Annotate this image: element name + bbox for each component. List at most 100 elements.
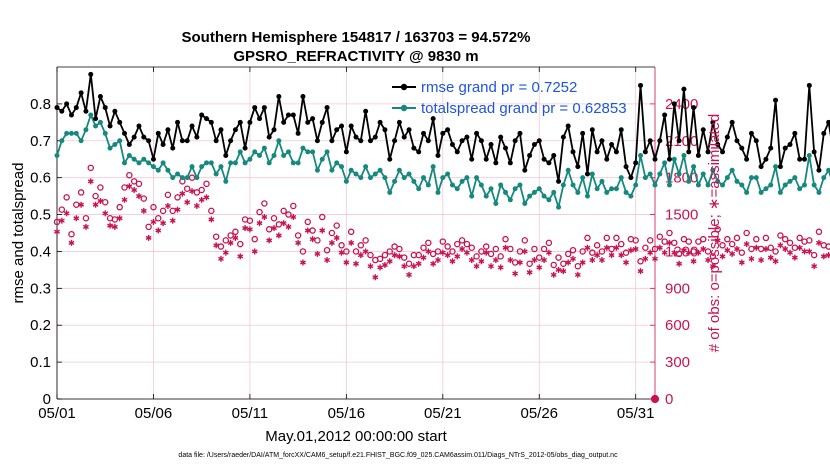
spread-point	[324, 149, 330, 155]
obs-assimilated-point	[743, 241, 750, 248]
spread-point	[421, 175, 427, 181]
obs-assimilated-point	[656, 244, 663, 251]
spread-point	[141, 156, 147, 162]
obs-possible-point	[237, 240, 244, 248]
obs-assimilated-point	[816, 239, 822, 246]
rmse-point	[396, 119, 402, 125]
spread-point	[445, 171, 451, 177]
obs-possible-point	[454, 240, 461, 248]
rmse-point	[676, 138, 682, 144]
obs-assimilated-point	[218, 255, 224, 262]
spread-point	[199, 164, 205, 170]
obs-assimilated-point	[396, 253, 403, 260]
obs-assimilated-point	[748, 255, 755, 262]
rmse-point	[797, 156, 803, 162]
y-tick-label-right: 900	[665, 280, 690, 297]
rmse-point	[343, 149, 349, 155]
rmse-point	[565, 123, 571, 129]
obs-possible-point	[309, 227, 316, 234]
obs-possible-point	[598, 248, 606, 255]
obs-assimilated-point	[280, 220, 287, 227]
spread-point	[401, 175, 407, 181]
x-tick-label: 05/01	[38, 405, 76, 422]
rmse-point	[531, 141, 537, 147]
obs-possible-point	[73, 201, 80, 208]
obs-assimilated-point	[203, 194, 210, 201]
spread-point	[454, 186, 460, 192]
obs-assimilated-point	[198, 196, 205, 203]
obs-possible-point	[709, 253, 717, 260]
obs-possible-point	[646, 237, 654, 244]
obs-assimilated-point	[285, 223, 292, 230]
obs-possible-point	[140, 195, 148, 202]
spread-point	[73, 130, 79, 136]
spread-point	[382, 175, 388, 181]
obs-assimilated-point	[63, 210, 70, 217]
rmse-point	[695, 153, 701, 159]
rmse-point	[141, 134, 147, 140]
rmse-point	[449, 141, 455, 147]
obs-possible-point	[786, 239, 794, 247]
spread-point	[334, 160, 340, 166]
obs-possible-point	[420, 244, 427, 252]
obs-assimilated-point	[136, 193, 142, 200]
obs-assimilated-point	[671, 249, 678, 256]
spread-point	[416, 186, 422, 192]
obs-assimilated-point	[193, 202, 200, 209]
rmse-point	[792, 130, 798, 136]
obs-possible-point	[753, 235, 760, 243]
obs-assimilated-point	[189, 188, 195, 195]
obs-assimilated-point	[560, 268, 567, 275]
obs-assimilated-point	[536, 264, 543, 271]
rmse-point	[314, 138, 320, 144]
obs-possible-point	[381, 251, 389, 259]
obs-assimilated-point	[478, 258, 485, 265]
spread-point	[440, 175, 446, 181]
obs-possible-point	[97, 184, 104, 191]
spread-point	[609, 186, 615, 192]
spread-point	[522, 200, 528, 206]
rmse-point	[768, 145, 774, 151]
rmse-point	[652, 156, 658, 162]
rmse-point	[150, 156, 156, 162]
rmse-point	[146, 138, 152, 144]
rmse-point	[560, 134, 566, 140]
obs-possible-point	[564, 250, 572, 258]
rmse-point	[739, 145, 745, 151]
spread-point	[671, 156, 677, 162]
rmse-point	[522, 167, 528, 173]
obs-assimilated-point	[806, 248, 813, 255]
rmse-point	[609, 141, 615, 147]
obs-possible-point	[290, 202, 297, 210]
rmse-point	[556, 178, 562, 184]
obs-assimilated-point	[251, 248, 258, 255]
spread-point	[464, 175, 470, 181]
y-axis-label-left: rmse and totalspread	[10, 163, 27, 304]
obs-assimilated-point	[415, 260, 422, 267]
obs-possible-point	[415, 251, 422, 259]
obs-assimilated-point	[184, 199, 191, 206]
obs-assimilated-point	[309, 236, 316, 243]
obs-possible-point	[145, 223, 152, 231]
rmse-point	[710, 119, 716, 125]
obs-possible-point	[757, 245, 765, 253]
rmse-point	[493, 160, 499, 166]
obs-possible-point	[584, 234, 591, 242]
obs-assimilated-point	[401, 263, 408, 270]
rmse-point	[638, 82, 644, 88]
obs-possible-point	[738, 249, 746, 256]
spread-point	[285, 149, 291, 155]
spread-point	[107, 145, 113, 151]
rmse-point	[570, 149, 576, 155]
legend-label-spread: totalspread grand pr = 0.62853	[421, 100, 627, 117]
obs-assimilated-point	[328, 239, 335, 246]
obs-possible-point	[386, 248, 394, 255]
obs-possible-point	[748, 245, 755, 253]
obs-assimilated-point	[608, 252, 615, 259]
obs-possible-point	[482, 243, 490, 250]
obs-assimilated-point	[700, 245, 707, 252]
obs-assimilated-point	[492, 257, 499, 264]
obs-assimilated-point	[584, 244, 591, 251]
spread-point	[184, 175, 190, 181]
obs-possible-point	[473, 253, 480, 260]
